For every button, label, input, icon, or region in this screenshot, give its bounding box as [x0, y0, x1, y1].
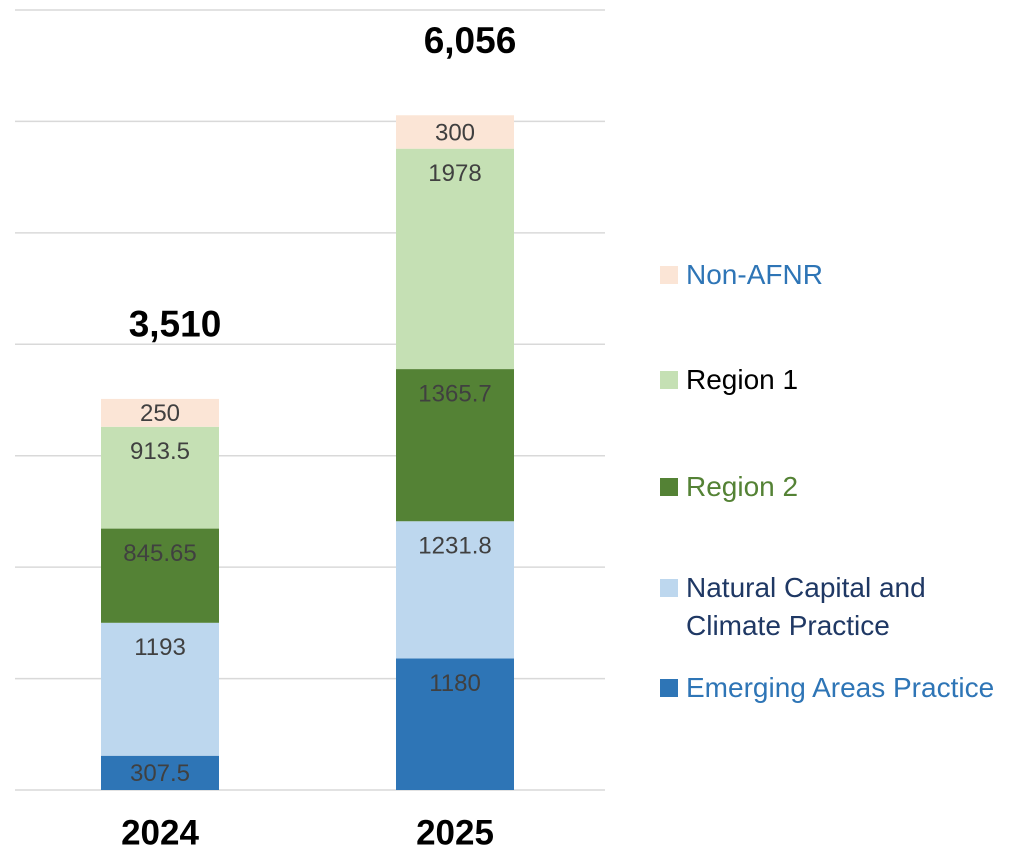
legend-item: Emerging Areas Practice [660, 669, 1010, 707]
data-label: 1231.8 [418, 533, 491, 560]
legend-swatch [660, 579, 678, 597]
legend-item: Non-AFNR [660, 256, 1010, 294]
legend-item: Natural Capital and Climate Practice [660, 569, 1010, 645]
legend-label: Emerging Areas Practice [686, 672, 995, 703]
bar-segment [396, 115, 514, 149]
legend-item: Region 2 [660, 468, 1010, 506]
data-label: 1193 [134, 634, 186, 661]
bar-segment [101, 528, 219, 623]
legend-label: Region 1 [686, 364, 799, 395]
legend-swatch [660, 266, 678, 284]
legend-label: Region 2 [686, 471, 799, 502]
bar-segment [396, 148, 514, 370]
legend-label: Natural Capital and Climate Practice [686, 572, 926, 641]
bar-segment [396, 521, 514, 659]
data-label: 307.5 [130, 760, 190, 787]
bar-segment [101, 398, 219, 427]
legend-swatch [660, 679, 678, 697]
data-label: 300 [435, 119, 475, 146]
bar-segment [396, 658, 514, 790]
legend-item: Region 1 [660, 361, 1010, 399]
legend-label: Non-AFNR [686, 259, 823, 290]
legend-swatch [660, 478, 678, 496]
legend-swatch [660, 371, 678, 389]
bar-segment [101, 426, 219, 529]
data-label: 250 [140, 400, 180, 427]
bar-segment [101, 755, 219, 790]
total-label: 3,510 [129, 304, 222, 345]
data-label: 845.65 [123, 540, 196, 567]
data-label: 913.5 [130, 438, 190, 465]
data-label: 1365.7 [418, 380, 491, 407]
bar-segment [396, 369, 514, 522]
x-tick-label: 2025 [416, 813, 494, 852]
bar-segment [101, 622, 219, 756]
total-label: 6,056 [424, 20, 517, 61]
data-label: 1180 [429, 670, 481, 697]
x-tick-label: 2024 [121, 813, 199, 852]
data-label: 1978 [428, 160, 481, 187]
